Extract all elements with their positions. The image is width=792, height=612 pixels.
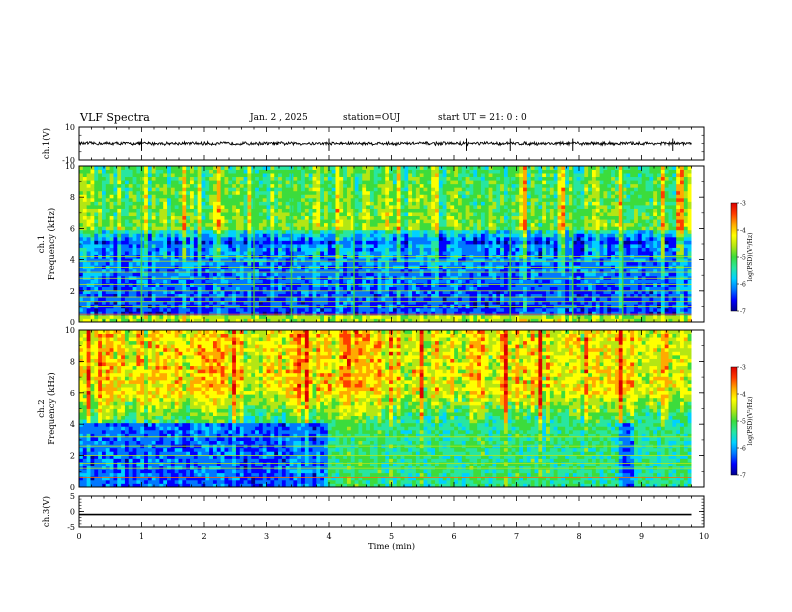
colorbar-tick-label: -3 (740, 201, 746, 208)
ch1-spectrogram-ylabel: ch.1Frequency (kHz) (37, 208, 57, 280)
y-tick-label: -10 (62, 156, 75, 165)
x-tick-label: 2 (201, 532, 206, 541)
colorbar-tick-label: -6 (740, 446, 746, 453)
no-data-region (691, 330, 704, 487)
x-tick-label: 6 (451, 532, 456, 541)
chart-title: VLF Spectra (80, 111, 150, 124)
start-ut-label: start UT = 21: 0 : 0 (438, 113, 527, 123)
ch1-spectrogram-image (79, 166, 704, 323)
y-tick-label: 6 (70, 389, 75, 398)
y-tick-label: 0 (70, 318, 75, 327)
y-tick-label: 10 (65, 326, 75, 335)
no-data-region (691, 166, 704, 322)
y-tick-label: 5 (70, 492, 75, 501)
colorbar-tick-label: -3 (740, 365, 746, 372)
colorbar-tick-label: -7 (740, 473, 746, 480)
ch2-spectrogram-ylabel: ch.2Frequency (kHz) (37, 372, 57, 444)
x-tick-label: 8 (576, 532, 581, 541)
y-tick-label: 8 (70, 193, 75, 202)
colorbar-tick-label: -4 (740, 392, 746, 399)
colorbar-tick-label: -5 (740, 255, 746, 262)
x-tick-label: 7 (514, 532, 519, 541)
y-tick-label: 8 (70, 357, 75, 366)
y-tick-label: 4 (70, 420, 75, 429)
x-tick-label: 4 (326, 532, 331, 541)
x-tick-label: 10 (699, 532, 709, 541)
colorbar-label: log(PSD)(V²/Hz) (747, 397, 754, 446)
station-label: station=OUJ (343, 113, 401, 123)
y-tick-label: -5 (67, 523, 75, 532)
ch1-ylabel: ch.1(V) (41, 128, 52, 159)
colorbar-tick-label: -7 (740, 309, 746, 316)
x-tick-label: 3 (264, 532, 269, 541)
colorbar-label: log(PSD)(V²/Hz) (747, 233, 754, 282)
y-tick-label: 0 (70, 483, 75, 492)
y-tick-label: 4 (70, 256, 75, 265)
y-tick-label: 2 (70, 452, 75, 461)
x-tick-label: 5 (389, 532, 394, 541)
colorbar-tick-label: -5 (740, 419, 746, 426)
y-tick-label: 0 (70, 508, 75, 517)
y-tick-label: 10 (65, 162, 75, 171)
ch1-waveform-line (78, 140, 692, 147)
ch2-spectrogram-image (79, 330, 704, 488)
y-tick-label: 10 (65, 123, 75, 132)
y-tick-label: 2 (70, 287, 75, 296)
ch2-colorbar (730, 366, 738, 476)
colorbar-tick-label: -6 (740, 282, 746, 289)
x-tick-label: 9 (639, 532, 644, 541)
x-tick-label: 1 (139, 532, 144, 541)
x-axis-label: Time (min) (368, 541, 415, 552)
y-tick-label: 6 (70, 224, 75, 233)
x-tick-label: 0 (76, 532, 81, 541)
date-label: Jan. 2 , 2025 (250, 113, 308, 123)
colorbar-tick-label: -4 (740, 228, 746, 235)
ch3-ylabel: ch.3(V) (41, 496, 52, 527)
ch1-colorbar (730, 202, 738, 312)
